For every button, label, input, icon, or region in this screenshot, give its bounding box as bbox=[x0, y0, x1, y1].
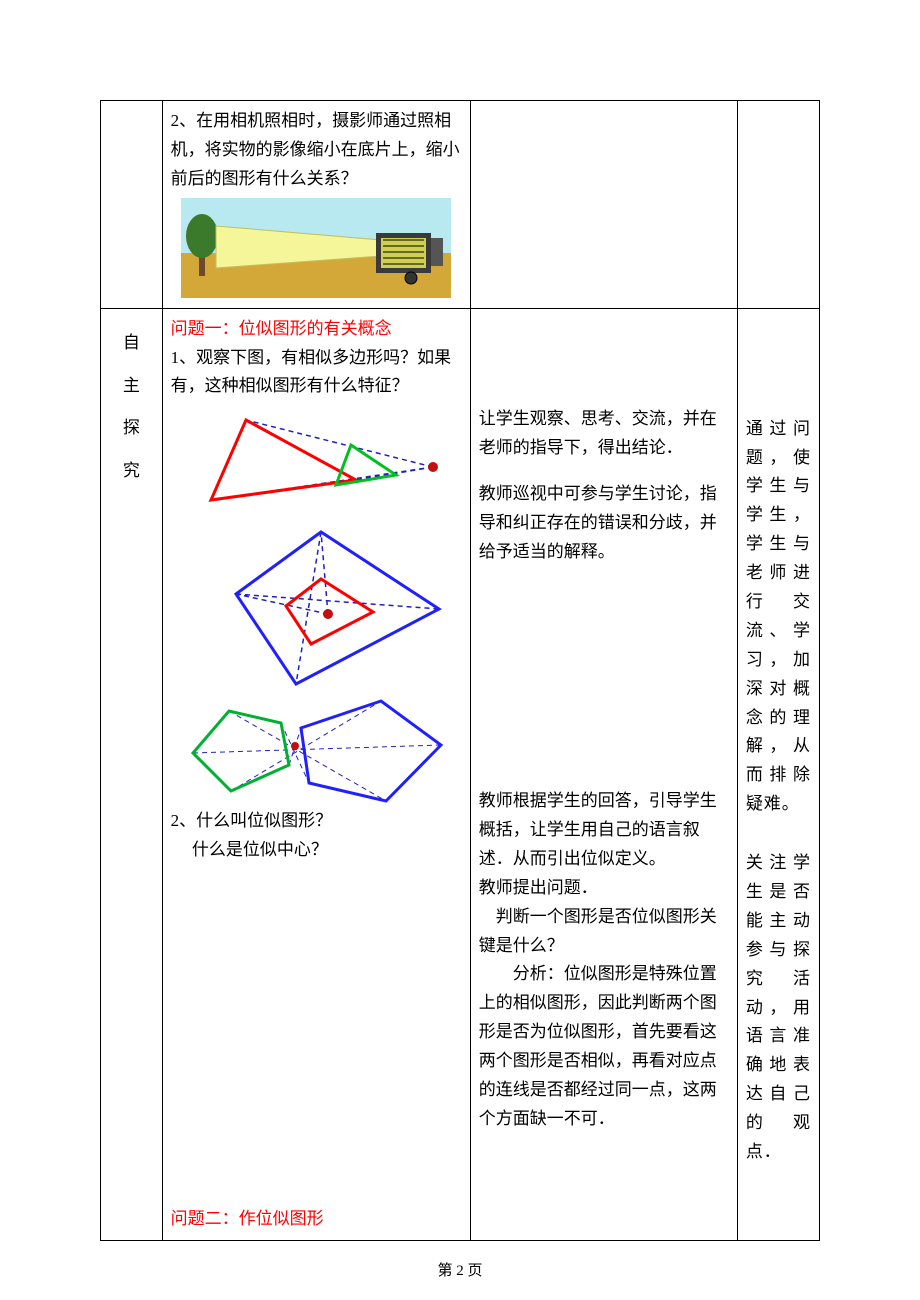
question-2a: 2、什么叫位似图形？ bbox=[171, 807, 462, 836]
row2-label-cell: 自 主 探 究 bbox=[101, 308, 163, 1240]
heading-problem-1: 问题一：位似图形的有关概念 bbox=[171, 315, 462, 344]
spacer bbox=[479, 567, 729, 787]
activity-p3: 教师根据学生的回答，引导学生概括，让学生用自己的语言叙述．从而引出位似定义。 bbox=[479, 787, 729, 874]
row1-label-cell bbox=[101, 101, 163, 309]
camera-illustration bbox=[181, 198, 451, 298]
similar-quads-figure bbox=[181, 524, 451, 689]
activity-p4: 教师提出问题． bbox=[479, 874, 729, 903]
section-label-vertical: 自 主 探 究 bbox=[109, 329, 154, 487]
table-row: 自 主 探 究 问题一：位似图形的有关概念 1、观察下图，有相似多边形吗？如果有… bbox=[101, 308, 820, 1240]
spacer bbox=[746, 819, 811, 849]
page-footer: 第 2 页 bbox=[0, 1259, 920, 1280]
spacer bbox=[479, 315, 729, 405]
activity-p5: 判断一个图形是否位似图形关键是什么？ bbox=[479, 903, 729, 961]
spacer bbox=[746, 315, 811, 415]
note-p2: 关注学生是否能主动参与探究活动，用语言准确地表达自己的观点． bbox=[746, 849, 811, 1167]
row2-activity-cell: 让学生观察、思考、交流，并在老师的指导下，得出结论． 教师巡视中可参与学生讨论，… bbox=[470, 308, 737, 1240]
question-2-camera: 2、在用相机照相时，摄影师通过照相机，将实物的影像缩小在底片上，缩小前后的图形有… bbox=[171, 107, 462, 194]
activity-p2: 教师巡视中可参与学生讨论，指导和纠正存在的错误和分歧，并给予适当的解释。 bbox=[479, 480, 729, 567]
activity-p1: 让学生观察、思考、交流，并在老师的指导下，得出结论． bbox=[479, 405, 729, 463]
row1-note-cell bbox=[737, 101, 819, 309]
page-container: 2、在用相机照相时，摄影师通过照相机，将实物的影像缩小在底片上，缩小前后的图形有… bbox=[0, 0, 920, 1300]
question-1-observe: 1、观察下图，有相似多边形吗？如果有，这种相似图形有什么特征？ bbox=[171, 344, 462, 402]
lesson-table: 2、在用相机照相时，摄影师通过照相机，将实物的影像缩小在底片上，缩小前后的图形有… bbox=[100, 100, 820, 1241]
label-char: 自 bbox=[109, 329, 154, 358]
table-row: 2、在用相机照相时，摄影师通过照相机，将实物的影像缩小在底片上，缩小前后的图形有… bbox=[101, 101, 820, 309]
row1-activity-cell bbox=[470, 101, 737, 309]
spacer bbox=[479, 462, 729, 480]
similar-triangles-figure bbox=[181, 405, 451, 520]
similar-pentagons-figure bbox=[181, 693, 451, 803]
activity-p6: 分析：位似图形是特殊位置上的相似图形，因此判断两个图形是否为位似图形，首先要看这… bbox=[479, 960, 729, 1133]
row2-question-cell: 问题一：位似图形的有关概念 1、观察下图，有相似多边形吗？如果有，这种相似图形有… bbox=[162, 308, 470, 1240]
question-2b: 什么是位似中心？ bbox=[171, 836, 462, 865]
label-char: 主 bbox=[109, 372, 154, 401]
note-p1: 通过问题，使学生与学生，学生与老师进行交流、学习，加深对概念的理解，从而排除疑难… bbox=[746, 415, 811, 819]
row2-note-cell: 通过问题，使学生与学生，学生与老师进行交流、学习，加深对概念的理解，从而排除疑难… bbox=[737, 308, 819, 1240]
spacer bbox=[171, 865, 462, 1205]
label-char: 探 bbox=[109, 414, 154, 443]
label-char: 究 bbox=[109, 457, 154, 486]
row1-question-cell: 2、在用相机照相时，摄影师通过照相机，将实物的影像缩小在底片上，缩小前后的图形有… bbox=[162, 101, 470, 309]
heading-problem-2: 问题二：作位似图形 bbox=[171, 1205, 462, 1234]
